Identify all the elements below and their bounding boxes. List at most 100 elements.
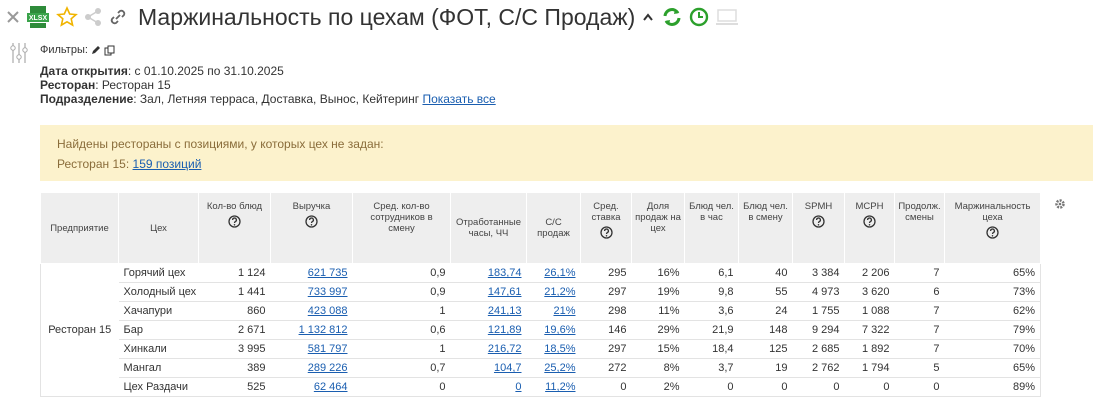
refresh-icon[interactable] [661,6,683,28]
table-cell: 2 671 [198,320,271,340]
table-cell: 3,7 [684,358,739,378]
table-cell: 0 [738,377,793,397]
column-header[interactable]: Доля продаж на цех [631,192,685,264]
column-header[interactable]: Маржинальность цеха [944,192,1041,264]
help-icon[interactable] [812,215,825,228]
date-label: Дата открытия [40,64,128,78]
table-cell: 183,74 [450,263,527,283]
table-cell: 0,9 [352,282,451,302]
help-icon[interactable] [305,215,318,228]
column-header[interactable]: Цех [118,192,199,264]
column-header[interactable]: SPMH [792,192,845,264]
cell-link[interactable]: 25,2% [544,362,576,374]
cell-link[interactable]: 183,74 [487,267,522,279]
table-row: Холодный цех 1 441 733 997 0,9 147,61 21,2% 29… [41,282,1041,302]
cell-link[interactable]: 423 088 [307,305,348,317]
cell-link[interactable]: 1 132 812 [298,324,348,336]
collapse-icon[interactable] [641,10,655,24]
help-icon[interactable] [863,215,876,228]
column-header-text: Сред. ставка [591,201,621,223]
cell-link[interactable]: 21% [553,305,576,317]
cell-link[interactable]: 18,5% [544,343,576,355]
settings-icon[interactable] [1054,198,1066,210]
column-header-text: Блюд чел. в смену [743,201,788,223]
positions-link[interactable]: 159 позиций [132,157,202,171]
table-cell: 89% [944,377,1041,397]
export-label: XLSX [29,15,48,22]
cell-link[interactable]: 121,89 [487,324,522,336]
workshop-name: Мангал [118,358,199,378]
table-cell: 146 [580,320,632,340]
table-row: Хинкали 3 995 581 797 1 216,72 18,5% 297 15% 18,… [41,339,1041,359]
table-cell: 7 322 [844,320,895,340]
help-icon[interactable] [228,215,241,228]
table-cell: 29% [631,320,685,340]
cell-link[interactable]: 621 735 [307,267,348,279]
share-icon[interactable] [84,7,102,27]
cell-link[interactable]: 62 464 [313,381,348,393]
cell-link[interactable]: 289 226 [307,362,348,374]
warning-text: Найдены рестораны с позициями, у которых… [57,137,384,151]
table-cell: 0 [844,377,895,397]
cell-link[interactable]: 241,13 [487,305,522,317]
filters-label: Фильтры: [40,44,88,56]
table-cell: 9,8 [684,282,739,302]
cell-link[interactable]: 0 [515,381,522,393]
column-header-text: MCPH [855,201,884,212]
schedule-icon[interactable] [689,7,709,27]
table-cell: 21,9 [684,320,739,340]
table-cell: 1 794 [844,358,895,378]
column-header[interactable]: Кол-во блюд [198,192,271,264]
table-cell: 24 [738,301,793,321]
table-cell: 15% [631,339,685,359]
table-cell: 21% [526,301,581,321]
table-cell: 0,6 [352,320,451,340]
column-header[interactable]: С/С продаж [526,192,581,264]
restaurant-row: Ресторан: Ресторан 15 [40,78,496,92]
cell-link[interactable]: 147,61 [487,286,522,298]
column-header[interactable]: Выручка [270,192,353,264]
table-cell: 3 995 [198,339,271,359]
show-all-link[interactable]: Показать все [422,92,496,106]
cell-link[interactable]: 104,7 [493,362,522,374]
help-icon[interactable] [986,226,999,239]
column-header[interactable]: Продолж. смены [894,192,945,264]
column-header[interactable]: Сред. кол-во сотрудников в смену [352,192,451,264]
table-cell: 7 [894,339,945,359]
table-cell: 295 [580,263,632,283]
column-header[interactable]: Блюд чел. в час [684,192,739,264]
table-row: Цех Раздачи 525 62 464 0 0 11,2% 0 2% 0 0 0 0 0 89% [41,377,1041,397]
cell-link[interactable]: 581 797 [307,343,348,355]
date-value: : с 01.10.2025 по 31.10.2025 [127,64,284,78]
filters-icon[interactable] [10,42,28,64]
cell-link[interactable]: 216,72 [487,343,522,355]
table-cell: 1 755 [792,301,845,321]
table-cell: 2 206 [844,263,895,283]
edit-icon[interactable] [91,45,101,55]
display-icon[interactable] [715,7,739,27]
table-cell: 1 124 [198,263,271,283]
cell-link[interactable]: 26,1% [544,267,576,279]
copy-icon[interactable] [104,45,115,56]
help-icon[interactable] [599,226,613,239]
export-xlsx-icon[interactable]: XLSX [26,5,50,29]
column-header[interactable]: Сред. ставка [580,192,632,264]
close-icon[interactable] [6,10,20,24]
warning-box: Найдены рестораны с позициями, у которых… [40,125,1093,181]
favorite-icon[interactable] [56,6,78,28]
table-cell: 70% [944,339,1041,359]
table-cell: 104,7 [450,358,527,378]
column-header[interactable]: Блюд чел. в смену [738,192,793,264]
table-cell: 1 [352,301,451,321]
filters-row: Фильтры: [40,44,115,56]
cell-link[interactable]: 19,6% [544,324,576,336]
column-header[interactable]: MCPH [844,192,895,264]
table-cell: 16% [631,263,685,283]
cell-link[interactable]: 11,2% [545,381,576,393]
table-cell: 73% [944,282,1041,302]
cell-link[interactable]: 733 997 [307,286,348,298]
column-header[interactable]: Отработанные часы, ЧЧ [450,192,527,264]
cell-link[interactable]: 21,2% [544,286,576,298]
link-icon[interactable] [108,7,128,27]
column-header[interactable]: Предприятие [40,192,119,264]
